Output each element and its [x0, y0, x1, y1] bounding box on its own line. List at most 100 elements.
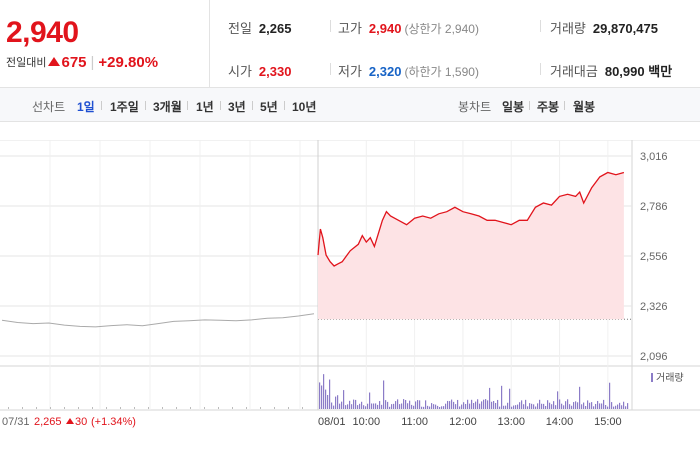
volume-bar: [463, 402, 465, 409]
volume-bar: [325, 389, 327, 409]
x-tick-label: 15:00: [594, 416, 622, 428]
volume-bar: [383, 380, 385, 409]
stat-sub: (하한가 1,590): [404, 65, 479, 79]
divider: [529, 101, 530, 110]
candle-weekly[interactable]: 주봉: [537, 100, 560, 114]
prev-day-up-icon: [66, 418, 74, 424]
price-box: 2,940 전일대비 675 | +29.80%: [0, 0, 210, 88]
volume-bar: [513, 405, 515, 409]
volume-bar: [613, 406, 615, 409]
divider: [330, 20, 331, 32]
stat-value: 29,870,475: [592, 21, 658, 36]
candle-daily[interactable]: 일봉: [502, 100, 525, 114]
x-tick-label: 12:00: [449, 416, 477, 428]
volume-bar: [465, 403, 467, 409]
volume-bar: [415, 401, 417, 409]
volume-bar: [323, 374, 325, 409]
volume-bar: [489, 387, 491, 409]
period-3y[interactable]: 3년: [228, 100, 246, 114]
volume-bar: [106, 407, 107, 409]
change-row: 전일대비 675 | +29.80%: [6, 54, 158, 71]
volume-bar: [419, 400, 421, 409]
volume-bar: [497, 399, 499, 409]
volume-bar: [381, 404, 383, 409]
up-arrow-icon: [48, 57, 61, 66]
volume-bar: [469, 403, 471, 409]
y-tick-label: 2,326: [640, 301, 668, 313]
x-tick-label: 14:00: [546, 416, 574, 428]
volume-bar: [375, 403, 377, 409]
volume-bar: [503, 405, 505, 409]
volume-bar: [477, 399, 479, 409]
volume-bar: [485, 399, 487, 409]
volume-bar: [365, 406, 367, 409]
volume-bar: [417, 400, 419, 409]
volume-bar: [625, 406, 627, 409]
period-5y[interactable]: 5년: [260, 100, 278, 114]
volume-bar: [587, 400, 589, 409]
volume-bar: [319, 382, 321, 409]
volume-bar: [511, 406, 513, 409]
volume-bar: [505, 405, 507, 409]
stat-value: 2,265: [258, 21, 292, 36]
y-tick-label: 2,786: [640, 201, 668, 213]
volume-bar: [8, 407, 9, 409]
volume-bar: [441, 406, 443, 409]
volume-bar: [176, 407, 177, 409]
period-1d[interactable]: 1일: [77, 100, 95, 114]
volume-bar: [162, 407, 163, 409]
volume-bar: [515, 405, 517, 409]
volume-bar: [447, 400, 449, 409]
volume-bar: [531, 403, 533, 409]
volume-bar: [573, 402, 575, 409]
stat-open: 시가 2,330: [228, 61, 291, 80]
change-label: 전일대비: [6, 57, 47, 69]
candle-monthly[interactable]: 월봉: [573, 100, 596, 114]
volume-bar: [433, 404, 435, 409]
volume-bar: [599, 403, 601, 409]
volume-bar: [260, 407, 261, 409]
volume-bar: [601, 403, 603, 409]
stat-low: 저가 2,320 (하한가 1,590): [338, 61, 479, 80]
volume-bar: [595, 403, 597, 409]
volume-bar: [397, 399, 399, 409]
divider: [330, 63, 331, 75]
stat-value: 2,330: [258, 64, 292, 79]
x-tick-label: 10:00: [353, 416, 381, 428]
volume-bar: [218, 407, 219, 409]
volume-bar: [421, 406, 423, 409]
volume-bar: [541, 403, 543, 409]
volume-bar: [517, 404, 519, 409]
period-10y[interactable]: 10년: [292, 100, 317, 114]
period-1y[interactable]: 1년: [196, 100, 214, 114]
volume-bar: [371, 403, 373, 409]
volume-bar: [339, 403, 341, 409]
volume-bar: [425, 400, 427, 409]
volume-bar: [335, 396, 337, 409]
volume-bar: [493, 400, 495, 409]
volume-bar: [561, 403, 563, 409]
volume-bar: [459, 406, 461, 409]
volume-bar: [333, 405, 335, 409]
volume-bar: [611, 402, 613, 409]
volume-bar: [609, 382, 611, 409]
volume-bar: [461, 404, 463, 409]
period-bar: 선차트 1일 1주일 3개월 1년 3년 5년 10년 봉차트 일봉 주봉 월봉: [0, 88, 700, 122]
period-1w[interactable]: 1주일: [110, 100, 139, 114]
volume-bar: [389, 406, 391, 409]
period-3m[interactable]: 3개월: [153, 100, 182, 114]
volume-bar: [355, 399, 357, 409]
volume-bar: [345, 405, 347, 409]
volume-bar: [547, 400, 549, 409]
x-tick-label: 08/01: [318, 416, 346, 428]
volume-bar: [615, 405, 617, 409]
volume-bar: [407, 403, 409, 409]
volume-bar: [483, 399, 485, 409]
divider: [284, 101, 285, 110]
stat-label: 저가: [338, 64, 362, 79]
volume-bar: [457, 399, 459, 409]
volume-bar: [36, 407, 37, 409]
volume-bar: [429, 406, 431, 409]
line-chart-label: 선차트: [32, 100, 66, 114]
stat-prev-close: 전일 2,265: [228, 18, 291, 37]
